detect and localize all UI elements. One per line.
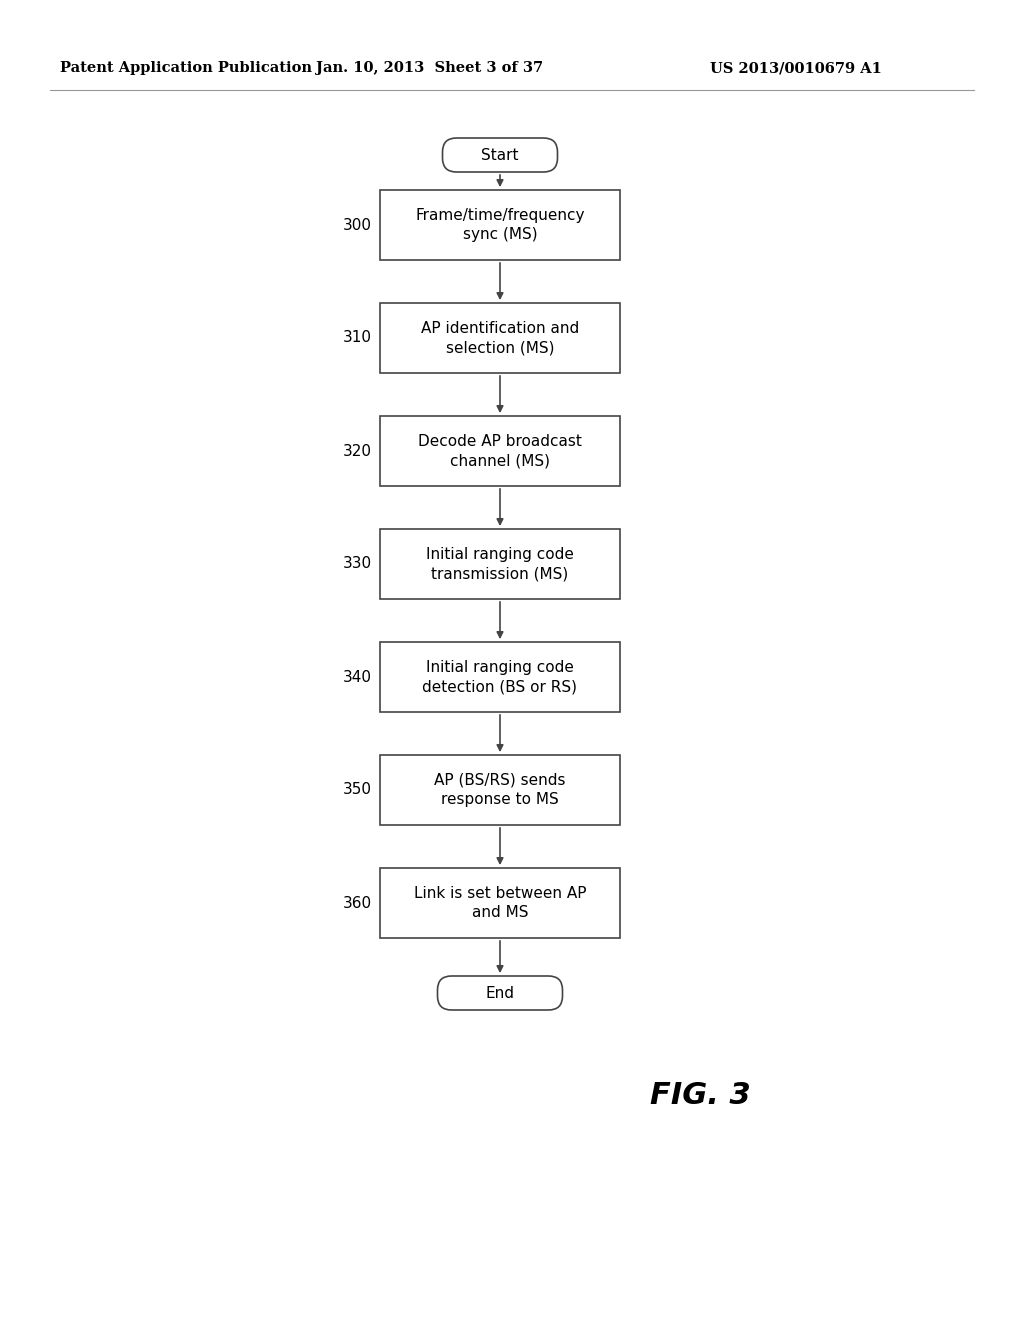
FancyBboxPatch shape xyxy=(380,416,620,486)
FancyBboxPatch shape xyxy=(380,869,620,939)
Text: Jan. 10, 2013  Sheet 3 of 37: Jan. 10, 2013 Sheet 3 of 37 xyxy=(316,61,544,75)
Text: 300: 300 xyxy=(343,218,372,232)
Text: End: End xyxy=(485,986,514,1001)
Text: Start: Start xyxy=(481,148,519,162)
Text: Initial ranging code
transmission (MS): Initial ranging code transmission (MS) xyxy=(426,546,573,581)
Text: Link is set between AP
and MS: Link is set between AP and MS xyxy=(414,886,587,920)
FancyBboxPatch shape xyxy=(437,975,562,1010)
Text: 330: 330 xyxy=(343,557,372,572)
Text: 360: 360 xyxy=(343,895,372,911)
Text: Decode AP broadcast
channel (MS): Decode AP broadcast channel (MS) xyxy=(418,433,582,469)
FancyBboxPatch shape xyxy=(380,642,620,711)
FancyBboxPatch shape xyxy=(380,529,620,599)
Text: 310: 310 xyxy=(343,330,372,346)
Text: AP (BS/RS) sends
response to MS: AP (BS/RS) sends response to MS xyxy=(434,772,565,808)
Text: Initial ranging code
detection (BS or RS): Initial ranging code detection (BS or RS… xyxy=(423,660,578,694)
FancyBboxPatch shape xyxy=(380,190,620,260)
Text: AP identification and
selection (MS): AP identification and selection (MS) xyxy=(421,321,580,355)
Text: US 2013/0010679 A1: US 2013/0010679 A1 xyxy=(710,61,882,75)
FancyBboxPatch shape xyxy=(442,139,557,172)
FancyBboxPatch shape xyxy=(380,755,620,825)
FancyBboxPatch shape xyxy=(380,304,620,374)
Text: FIG. 3: FIG. 3 xyxy=(649,1081,751,1110)
Text: 350: 350 xyxy=(343,783,372,797)
Text: 340: 340 xyxy=(343,669,372,685)
Text: Patent Application Publication: Patent Application Publication xyxy=(60,61,312,75)
Text: 320: 320 xyxy=(343,444,372,458)
Text: Frame/time/frequency
sync (MS): Frame/time/frequency sync (MS) xyxy=(416,207,585,243)
